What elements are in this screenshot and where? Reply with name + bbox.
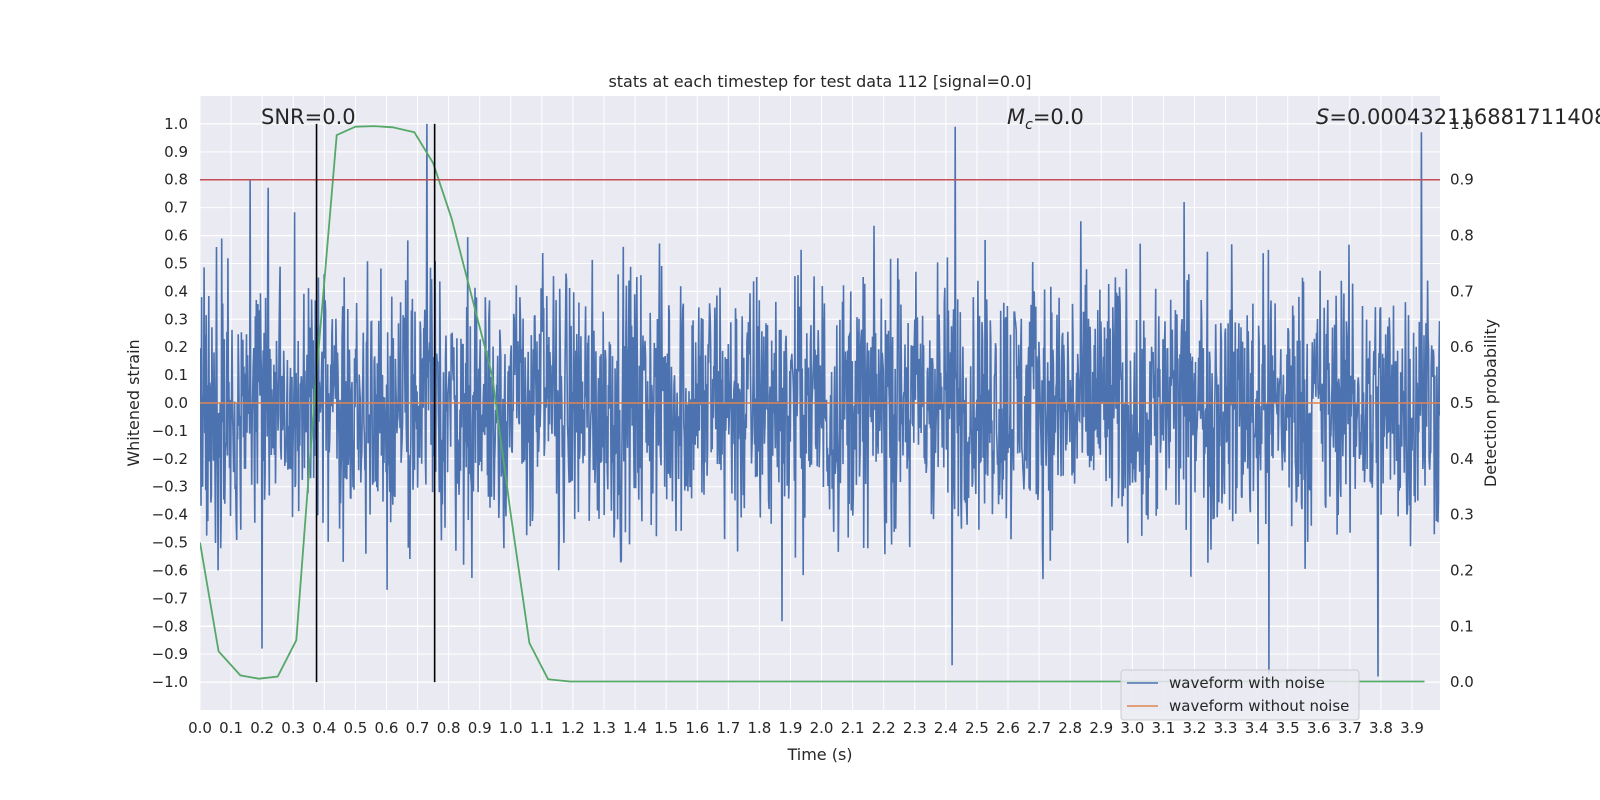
x-tick-label: 2.0 <box>810 719 834 737</box>
y-tick-label: −0.1 <box>152 422 188 440</box>
x-tick-label: 0.6 <box>375 719 399 737</box>
y-tick-label: −0.5 <box>152 534 188 552</box>
x-tick-label: 3.3 <box>1214 719 1238 737</box>
x-tick-label: 1.7 <box>716 719 740 737</box>
y-tick-label: −0.3 <box>152 478 188 496</box>
y-tick-label: −0.2 <box>152 450 188 468</box>
legend-label-clean: waveform without noise <box>1169 697 1349 715</box>
x-tick-label: 2.8 <box>1058 719 1082 737</box>
x-tick-label: 3.9 <box>1400 719 1424 737</box>
x-tick-label: 2.9 <box>1089 719 1113 737</box>
s-symbol: S <box>1316 105 1329 129</box>
y-tick-label: 0.2 <box>164 338 188 356</box>
y-tick-label: 1.0 <box>164 115 188 133</box>
x-tick-label: 1.4 <box>623 719 647 737</box>
s-annotation-clip: S=0.000432116881711408 <box>1316 105 1600 129</box>
y-tick-label: −1.0 <box>152 673 188 691</box>
x-tick-label: 3.5 <box>1276 719 1300 737</box>
legend-box <box>1120 669 1360 721</box>
x-tick-label: 0.0 <box>188 719 212 737</box>
x-tick-label: 3.8 <box>1369 719 1393 737</box>
legend: waveform with noise waveform without noi… <box>1120 669 1360 721</box>
y2-tick-label: 1.0 <box>1450 115 1474 133</box>
x-tick-label: 2.7 <box>1027 719 1051 737</box>
x-tick-label: 1.1 <box>530 719 554 737</box>
x-tick-label: 2.2 <box>872 719 896 737</box>
x-tick-label: 2.5 <box>965 719 989 737</box>
y2-tick-label: 0.6 <box>1450 338 1474 356</box>
y2-tick-label: 0.2 <box>1450 561 1474 579</box>
y-tick-label: 0.3 <box>164 310 188 328</box>
tick-labels: 0.0 0.1 0.2 0.3 0.4 0.5 0.6 0.7 0.8 0.9 1.0 1.1 1.2 1… <box>152 115 1474 737</box>
y-tick-label: −0.8 <box>152 617 188 635</box>
y2-tick-label: 0.7 <box>1450 282 1474 300</box>
x-tick-label: 0.3 <box>281 719 305 737</box>
x-tick-label: 1.5 <box>654 719 678 737</box>
x-tick-label: 0.5 <box>343 719 367 737</box>
x-axis-label: Time (s) <box>786 745 852 764</box>
y-tick-label: −0.7 <box>152 589 188 607</box>
chart-title: stats at each timestep for test data 112… <box>608 72 1031 91</box>
legend-label-noise: waveform with noise <box>1169 674 1325 692</box>
x-tick-label: 3.4 <box>1245 719 1269 737</box>
y-tick-label: 0.1 <box>164 366 188 384</box>
mc-symbol: M <box>1007 105 1025 129</box>
y2-tick-label: 0.8 <box>1450 227 1474 245</box>
x-tick-label: 1.8 <box>747 719 771 737</box>
y-tick-label: −0.4 <box>152 506 188 524</box>
y-tick-label: 0.8 <box>164 171 188 189</box>
x-tick-label: 1.9 <box>779 719 803 737</box>
x-tick-label: 0.7 <box>406 719 430 737</box>
y2-tick-label: 0.4 <box>1450 450 1474 468</box>
y2-tick-label: 0.1 <box>1450 617 1474 635</box>
x-tick-label: 2.3 <box>903 719 927 737</box>
y2-tick-label: 0.0 <box>1450 673 1474 691</box>
x-tick-label: 0.4 <box>312 719 336 737</box>
x-tick-label: 1.3 <box>592 719 616 737</box>
x-tick-label: 1.0 <box>499 719 523 737</box>
mc-annotation: Mc=0.0 <box>1007 105 1084 133</box>
y-tick-label: 0.6 <box>164 227 188 245</box>
s-annotation: S=0.000432116881711408 <box>1316 105 1600 129</box>
x-tick-label: 0.1 <box>219 719 243 737</box>
x-tick-label: 0.8 <box>437 719 461 737</box>
x-tick-label: 1.2 <box>561 719 585 737</box>
s-value: =0.000432116881711408 <box>1329 105 1600 129</box>
y-tick-label: −0.9 <box>152 645 188 663</box>
y2-tick-label: 0.3 <box>1450 506 1474 524</box>
x-tick-label: 3.2 <box>1183 719 1207 737</box>
y2-tick-label: 0.5 <box>1450 394 1474 412</box>
mc-subscript: c <box>1025 117 1033 133</box>
mc-value: =0.0 <box>1033 105 1084 129</box>
x-tick-label: 3.6 <box>1307 719 1331 737</box>
x-tick-label: 0.2 <box>250 719 274 737</box>
snr-annotation: SNR=0.0 <box>261 105 356 129</box>
x-tick-label: 0.9 <box>468 719 492 737</box>
y-tick-label: 0.0 <box>164 394 188 412</box>
y-tick-label: 0.5 <box>164 254 188 272</box>
x-tick-label: 3.0 <box>1120 719 1144 737</box>
x-tick-label: 3.1 <box>1151 719 1175 737</box>
x-tick-label: 2.1 <box>841 719 865 737</box>
x-tick-label: 2.4 <box>934 719 958 737</box>
overlay-layer <box>200 123 1440 683</box>
y-tick-label: 0.4 <box>164 282 188 300</box>
y-axis-label: Whitened strain <box>124 339 143 466</box>
x-tick-label: 2.6 <box>996 719 1020 737</box>
y2-tick-label: 0.9 <box>1450 171 1474 189</box>
y-tick-label: −0.6 <box>152 561 188 579</box>
y2-axis-label: Detection probability <box>1481 319 1500 487</box>
y-tick-label: 0.9 <box>164 143 188 161</box>
x-tick-label: 1.6 <box>685 719 709 737</box>
x-tick-label: 3.7 <box>1338 719 1362 737</box>
y-tick-label: 0.7 <box>164 199 188 217</box>
